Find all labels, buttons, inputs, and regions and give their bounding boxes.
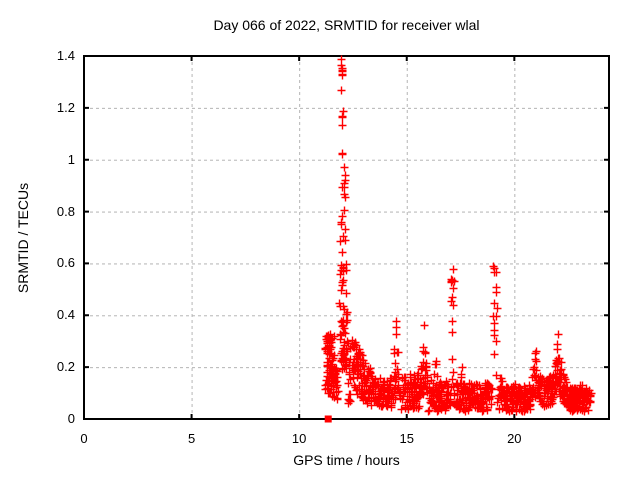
x-tick-label: 0	[80, 431, 88, 446]
y-tick-label: 0	[67, 411, 75, 426]
y-tick-label: 1.4	[56, 48, 75, 63]
x-tick-label: 20	[507, 431, 522, 446]
x-tick-label: 10	[291, 431, 307, 446]
y-tick-label: 1.2	[56, 99, 75, 115]
y-axis-label: SRMTID / TECUs	[15, 182, 31, 294]
y-tick-label: 1	[67, 151, 75, 167]
chart-title: Day 066 of 2022, SRMTID for receiver wla…	[213, 17, 480, 33]
x-axis-label: GPS time / hours	[293, 452, 400, 468]
x-tick-label: 5	[187, 431, 196, 446]
y-tick-label: 0.6	[56, 255, 75, 271]
x-tick-label: 15	[399, 431, 414, 446]
y-tick-label: 0.4	[56, 307, 75, 323]
y-tick-label: 0.2	[56, 359, 75, 375]
y-tick-label: 0.8	[56, 203, 75, 219]
